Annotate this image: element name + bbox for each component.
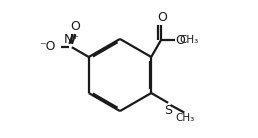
Text: N⁺: N⁺ xyxy=(64,33,80,47)
Text: ⁻O: ⁻O xyxy=(39,40,56,53)
Text: CH₃: CH₃ xyxy=(175,113,195,123)
Text: O: O xyxy=(157,11,167,24)
Text: O: O xyxy=(70,20,80,33)
Text: O: O xyxy=(175,34,185,47)
Text: CH₃: CH₃ xyxy=(180,35,199,45)
Text: S: S xyxy=(164,104,172,117)
